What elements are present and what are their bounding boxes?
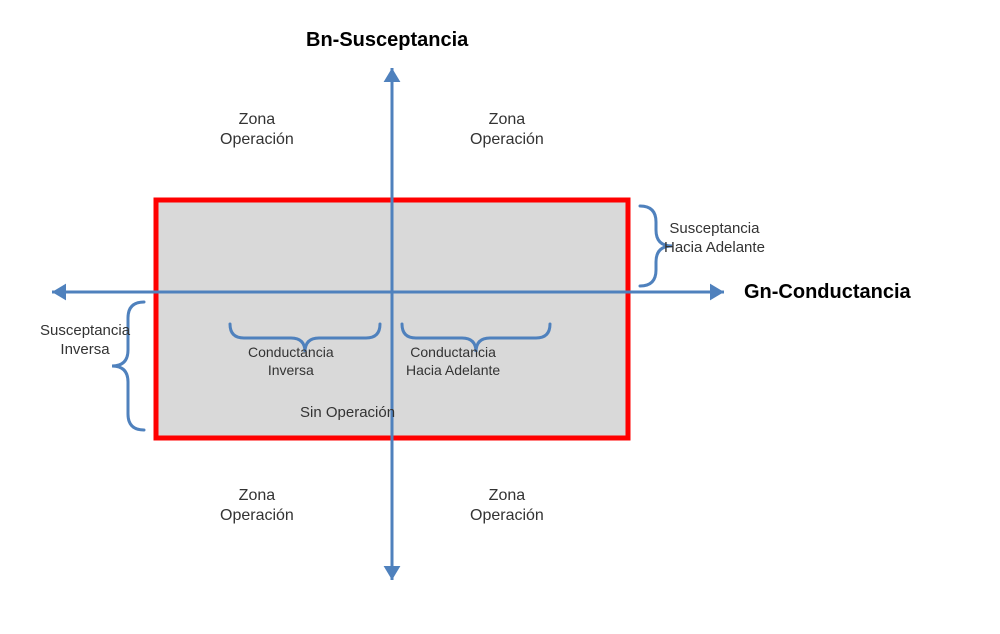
y-axis-title: Bn-Susceptancia bbox=[306, 28, 468, 53]
diagram-stage: Bn-Susceptancia Gn-Conductancia Zona Ope… bbox=[0, 0, 1000, 634]
conductancia-adelante-label: Conductancia Hacia Adelante bbox=[406, 344, 500, 379]
zona-top-right: Zona Operación bbox=[470, 110, 544, 150]
zona-bottom-left: Zona Operación bbox=[220, 486, 294, 526]
x-axis-title: Gn-Conductancia bbox=[744, 280, 911, 305]
sin-operacion-label: Sin Operación bbox=[300, 404, 395, 423]
susceptancia-inversa-label: Susceptancia Inversa bbox=[40, 322, 130, 360]
zona-bottom-right: Zona Operación bbox=[470, 486, 544, 526]
diagram-svg bbox=[0, 0, 1000, 634]
conductancia-inversa-label: Conductancia Inversa bbox=[248, 344, 334, 379]
susceptancia-adelante-label: Susceptancia Hacia Adelante bbox=[664, 220, 765, 258]
zona-top-left: Zona Operación bbox=[220, 110, 294, 150]
